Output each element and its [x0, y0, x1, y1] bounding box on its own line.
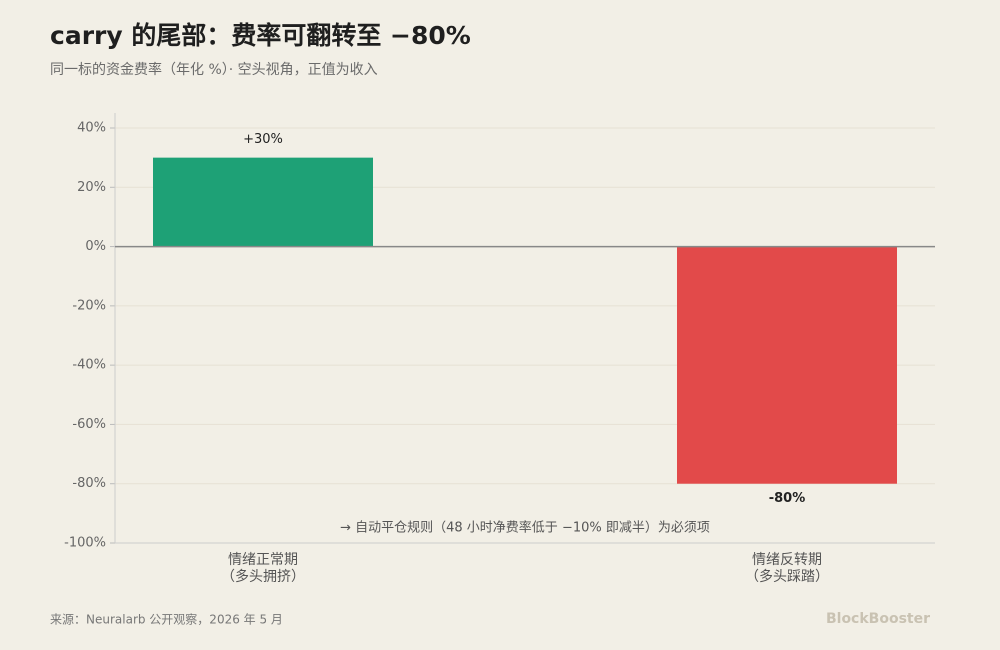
value-label: -80% [769, 491, 806, 506]
y-tick-label: -100% [64, 536, 106, 551]
x-tick-label: （多头拥挤） [221, 568, 305, 585]
source: 来源：Neuralarb 公开观察，2026 年 5 月 [50, 613, 283, 627]
bar [677, 246, 897, 484]
x-tick-label: 情绪反转期 [752, 552, 822, 568]
bar [153, 157, 373, 247]
y-tick-label: -80% [72, 476, 106, 491]
y-tick-label: -20% [72, 298, 106, 313]
chart-title: carry 的尾部：费率可翻转至 −80% [50, 21, 471, 50]
y-tick-label: -60% [72, 417, 106, 432]
chart-subtitle: 同一标的资金费率（年化 %）· 空头视角，正值为收入 [50, 61, 378, 78]
annotation: → 自动平仓规则（48 小时净费率低于 −10% 即减半）为必须项 [340, 520, 710, 536]
x-tick-label: （多头踩踏） [745, 568, 829, 585]
x-tick-label: 情绪正常期 [228, 552, 298, 568]
y-tick-label: 20% [77, 180, 106, 195]
brand: BlockBooster [826, 611, 930, 627]
y-tick-label: 40% [77, 121, 106, 136]
y-tick-label: 0% [85, 239, 106, 254]
y-tick-label: -40% [72, 358, 106, 373]
value-label: +30% [243, 132, 283, 147]
